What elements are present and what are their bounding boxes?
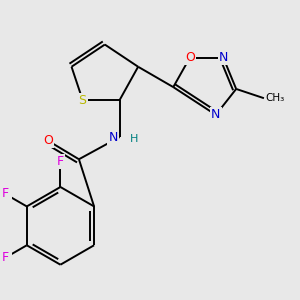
Text: CH₃: CH₃: [266, 93, 285, 103]
Text: O: O: [43, 134, 53, 147]
Text: N: N: [218, 51, 228, 64]
Text: F: F: [57, 155, 64, 168]
Text: S: S: [79, 94, 87, 106]
Text: N: N: [108, 130, 118, 144]
Text: H: H: [130, 134, 138, 144]
Text: F: F: [2, 187, 9, 200]
Text: O: O: [185, 51, 195, 64]
Text: F: F: [2, 251, 9, 264]
Text: N: N: [211, 108, 220, 122]
